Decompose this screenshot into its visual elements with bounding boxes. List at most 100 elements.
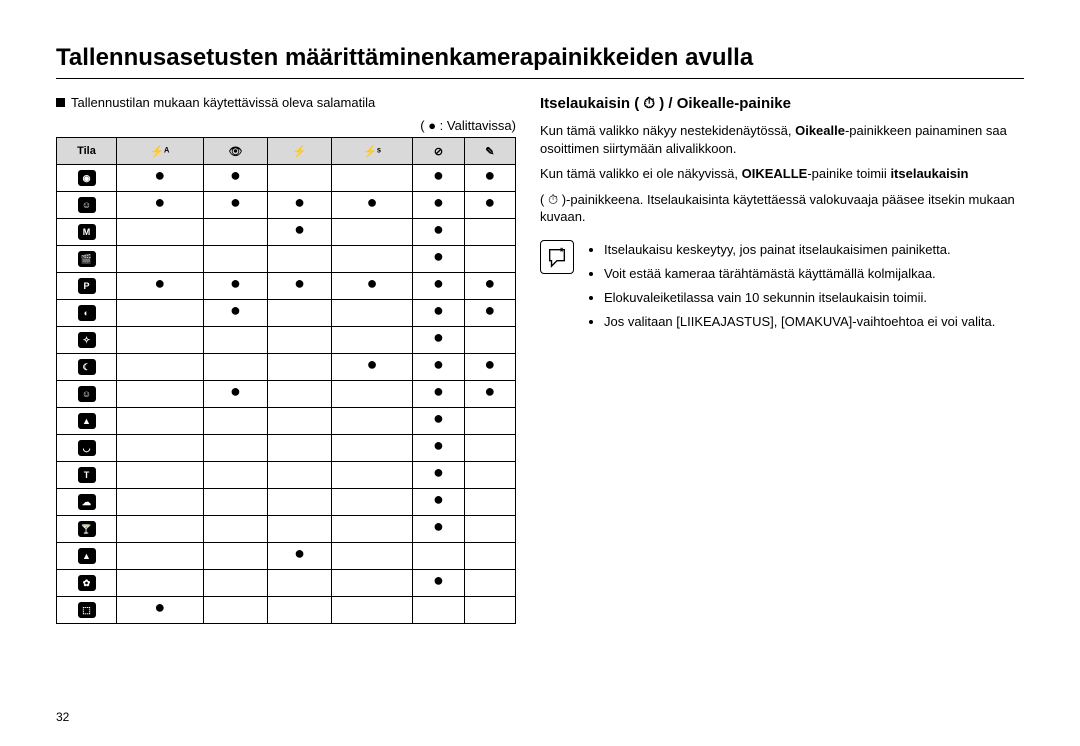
availability-cell: ●	[268, 273, 332, 300]
table-row: ☺●●●●●●	[57, 192, 516, 219]
availability-cell: ●	[268, 543, 332, 570]
availability-cell: ●	[413, 192, 464, 219]
availability-cell	[268, 381, 332, 408]
mode-cell: ▲	[57, 408, 117, 435]
availability-cell: ●	[464, 165, 515, 192]
note-item: Elokuvaleiketilassa vain 10 sekunnin its…	[604, 288, 995, 308]
table-row: T●	[57, 462, 516, 489]
availability-cell: ●	[203, 165, 268, 192]
availability-cell	[268, 354, 332, 381]
header-tila: Tila	[57, 138, 117, 165]
availability-cell	[268, 327, 332, 354]
availability-cell	[268, 516, 332, 543]
availability-cell	[203, 543, 268, 570]
availability-cell	[203, 489, 268, 516]
availability-cell: ●	[413, 165, 464, 192]
availability-cell	[117, 543, 204, 570]
availability-cell	[331, 570, 412, 597]
availability-cell: ●	[413, 327, 464, 354]
mode-cell: ◉	[57, 165, 117, 192]
mode-cell: ◐	[57, 300, 117, 327]
availability-cell: ●	[413, 408, 464, 435]
availability-cell: ●	[413, 273, 464, 300]
availability-cell	[464, 597, 515, 624]
availability-cell	[331, 381, 412, 408]
table-row: ☺●●●	[57, 381, 516, 408]
table-caption: ( ● : Valittavissa)	[56, 118, 516, 133]
availability-cell: ●	[203, 381, 268, 408]
availability-cell: ●	[413, 246, 464, 273]
table-row: ▲●	[57, 408, 516, 435]
note-item: Voit estää kameraa tärähtämästä käyttämä…	[604, 264, 995, 284]
paragraph-2: Kun tämä valikko ei ole näkyvissä, OIKEA…	[540, 165, 1024, 183]
header-col-4: ⚡ˢ	[331, 138, 412, 165]
availability-cell	[117, 300, 204, 327]
note-box: Itselaukaisu keskeytyy, jos painat itsel…	[540, 240, 1024, 337]
availability-cell	[331, 165, 412, 192]
availability-cell: ●	[464, 300, 515, 327]
columns: Tallennustilan mukaan käytettävissä olev…	[56, 95, 1024, 624]
availability-cell: ●	[464, 354, 515, 381]
availability-cell	[331, 516, 412, 543]
availability-cell	[117, 408, 204, 435]
availability-cell	[464, 435, 515, 462]
page-title: Tallennusasetusten määrittäminenkamerapa…	[56, 44, 1024, 72]
availability-cell	[331, 543, 412, 570]
availability-cell	[203, 435, 268, 462]
availability-cell: ●	[268, 219, 332, 246]
availability-cell	[117, 462, 204, 489]
note-icon	[540, 240, 574, 274]
availability-cell	[464, 327, 515, 354]
availability-cell	[331, 489, 412, 516]
availability-cell	[203, 570, 268, 597]
availability-cell: ●	[117, 165, 204, 192]
mode-cell: ✿	[57, 570, 117, 597]
availability-cell	[464, 246, 515, 273]
availability-cell	[203, 354, 268, 381]
flash-intro: Tallennustilan mukaan käytettävissä olev…	[56, 95, 516, 110]
availability-cell: ●	[203, 192, 268, 219]
table-row: ◡●	[57, 435, 516, 462]
availability-cell	[331, 246, 412, 273]
mode-icon: ✧	[78, 332, 96, 348]
availability-cell	[268, 408, 332, 435]
table-row: M●●	[57, 219, 516, 246]
table-row: ◐●●●	[57, 300, 516, 327]
mode-icon: ⬚	[78, 602, 96, 618]
flash-mode-table: Tila ⚡ᴬ 👁 ⚡ ⚡ˢ ⊘ ✎ ◉●●●●☺●●●●●●M●●🎬●P●●●…	[56, 137, 516, 624]
availability-cell	[203, 246, 268, 273]
availability-cell	[268, 597, 332, 624]
availability-cell: ●	[413, 354, 464, 381]
mode-icon: 🍸	[78, 521, 96, 537]
availability-cell	[117, 570, 204, 597]
mode-cell: P	[57, 273, 117, 300]
availability-cell: ●	[413, 570, 464, 597]
availability-cell	[268, 165, 332, 192]
availability-cell	[464, 219, 515, 246]
availability-cell	[331, 327, 412, 354]
availability-cell	[268, 570, 332, 597]
availability-cell	[117, 327, 204, 354]
availability-cell	[331, 435, 412, 462]
availability-cell	[117, 219, 204, 246]
availability-cell	[464, 543, 515, 570]
mode-cell: M	[57, 219, 117, 246]
availability-cell: ●	[413, 489, 464, 516]
mode-cell: 🎬	[57, 246, 117, 273]
availability-cell: ●	[464, 273, 515, 300]
header-col-2: 👁	[203, 138, 268, 165]
availability-cell: ●	[117, 597, 204, 624]
mode-icon: ✿	[78, 575, 96, 591]
availability-cell	[331, 408, 412, 435]
availability-cell	[203, 597, 268, 624]
table-row: 🍸●	[57, 516, 516, 543]
header-col-6: ✎	[464, 138, 515, 165]
availability-cell	[413, 543, 464, 570]
note-item: Jos valitaan [LIIKEAJASTUS], [OMAKUVA]-v…	[604, 312, 995, 332]
availability-cell: ●	[203, 300, 268, 327]
availability-cell	[203, 516, 268, 543]
availability-cell	[117, 354, 204, 381]
mode-cell: ◡	[57, 435, 117, 462]
availability-cell	[117, 489, 204, 516]
availability-cell: ●	[413, 516, 464, 543]
